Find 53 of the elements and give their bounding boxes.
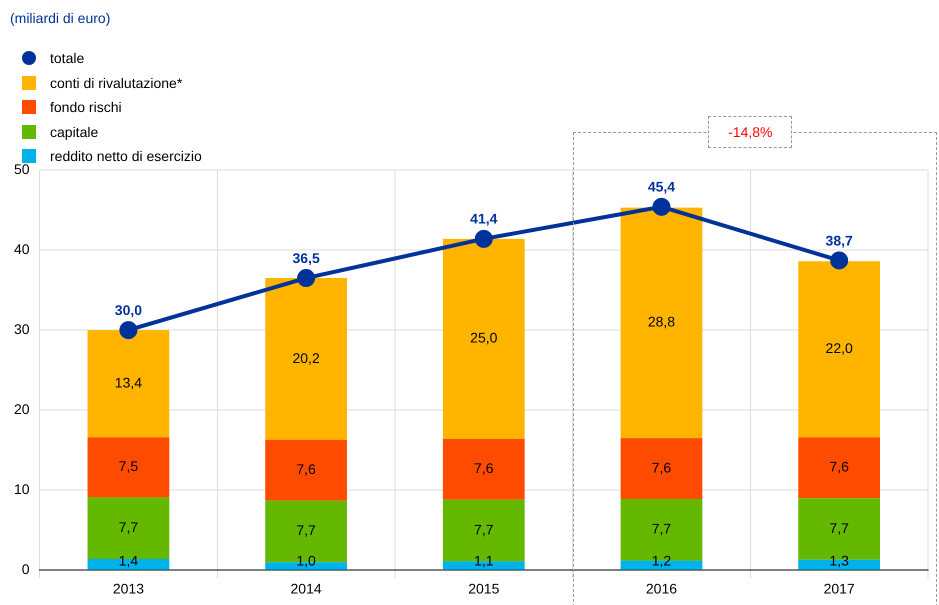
data-label: 7,7 xyxy=(296,522,316,538)
point xyxy=(830,251,848,270)
data-label: 28,8 xyxy=(648,314,676,330)
legend-label: reddito netto di esercizio xyxy=(50,148,202,164)
data-label: 41,4 xyxy=(470,210,498,227)
point xyxy=(119,321,138,340)
data-label: 45,4 xyxy=(648,178,676,195)
data-label: 38,7 xyxy=(826,232,853,248)
x-tick-label: 2015 xyxy=(468,580,500,596)
legend-label: fondo rischi xyxy=(50,99,122,116)
bar xyxy=(798,437,880,498)
bar xyxy=(798,261,880,438)
bar xyxy=(88,437,170,498)
bar xyxy=(265,278,347,440)
bar xyxy=(442,438,525,500)
x-tick-label: 2016 xyxy=(646,580,678,596)
bar xyxy=(620,208,702,438)
data-label: 7,6 xyxy=(296,461,316,478)
point xyxy=(474,230,493,248)
y-tick-label: 20 xyxy=(14,400,30,417)
data-label: 20,2 xyxy=(292,350,320,366)
data-label: 7,7 xyxy=(118,519,138,536)
data-label: 7,5 xyxy=(118,458,138,474)
data-label: 7,7 xyxy=(652,520,672,537)
y-tick-label: 40 xyxy=(14,240,30,257)
data-label: 22,0 xyxy=(826,340,853,356)
data-label: 7,6 xyxy=(829,458,850,475)
x-tick-label: 2013 xyxy=(112,580,144,596)
bar xyxy=(620,438,702,499)
y-tick-label: 0 xyxy=(22,561,30,578)
data-label: 13,4 xyxy=(114,374,142,391)
x-tick-label: 2014 xyxy=(290,580,322,596)
y-tick-label: 30 xyxy=(14,320,30,337)
bar xyxy=(265,440,347,501)
point xyxy=(297,269,316,288)
y-tick-label: 10 xyxy=(14,481,30,498)
data-label: 36,5 xyxy=(292,250,320,266)
legend-label: capitale xyxy=(50,124,98,140)
legend-label: conti di rivalutazione* xyxy=(50,74,182,91)
text: -14,8% xyxy=(708,116,792,148)
data-label: 7,7 xyxy=(474,521,494,538)
data-label: 25,0 xyxy=(470,330,498,346)
data-label: 7,7 xyxy=(829,520,850,536)
bar xyxy=(442,238,525,439)
legend-label: totale xyxy=(50,50,84,66)
data-label: 7,6 xyxy=(474,460,494,476)
y-tick-label: 50 xyxy=(14,160,30,177)
point xyxy=(652,198,670,216)
data-label: 30,0 xyxy=(114,302,142,318)
x-tick-label: 2017 xyxy=(824,580,855,596)
chart-subtitle: (miliardi di euro) xyxy=(10,10,110,26)
bar xyxy=(88,330,170,438)
data-label: 7,6 xyxy=(652,459,672,476)
